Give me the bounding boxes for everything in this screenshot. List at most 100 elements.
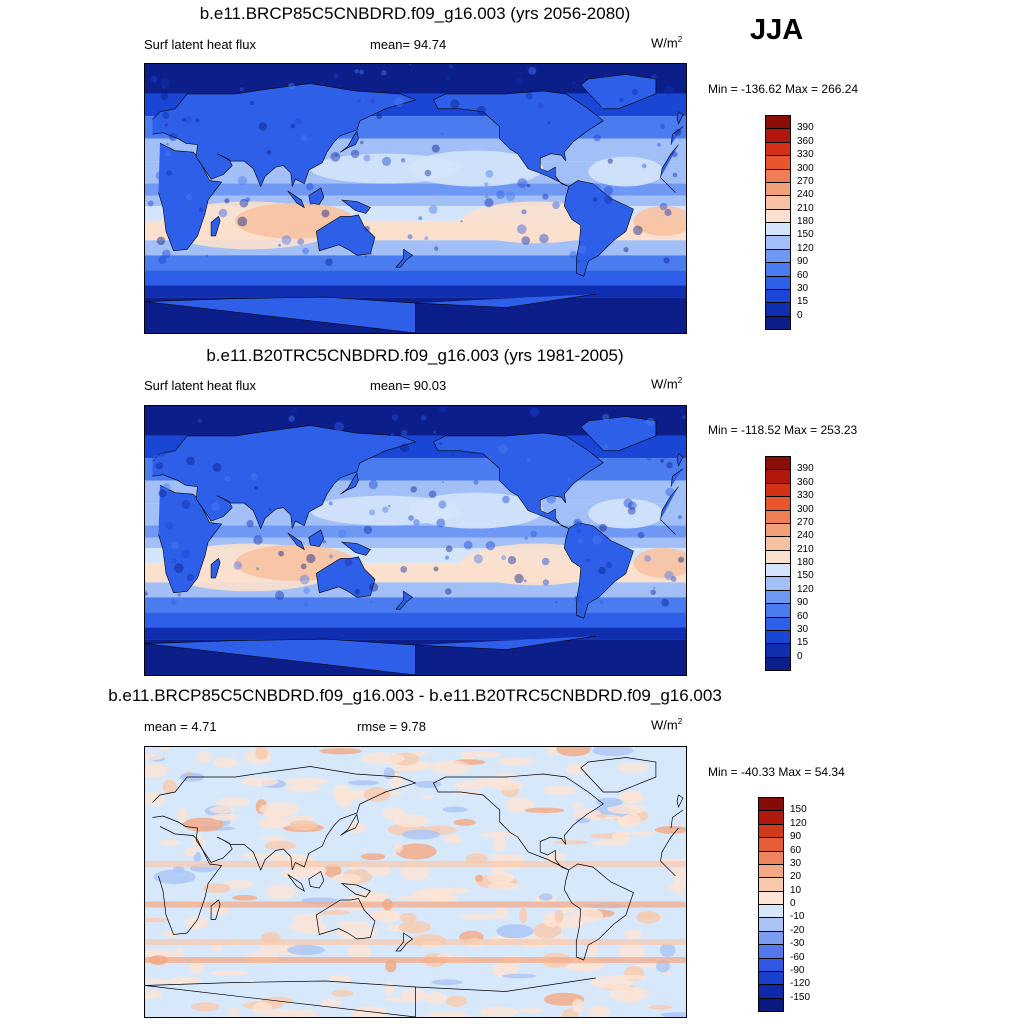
field-texture <box>297 238 305 246</box>
colorbar-tick-label: 180 <box>797 557 814 568</box>
panel-title: b.e11.B20TRC5CNBDRD.f09_g16.003 (yrs 198… <box>206 346 624 365</box>
field-texture <box>530 530 538 538</box>
coastline-0 <box>158 826 679 935</box>
diff-patch <box>533 922 562 939</box>
field-texture <box>485 170 494 178</box>
diff-patch <box>538 893 553 901</box>
field-texture <box>418 216 423 221</box>
colorbar-swatch <box>765 482 791 498</box>
field-texture <box>637 531 645 539</box>
units-text: W/m <box>651 35 678 51</box>
panel-units: W/m2 <box>651 35 682 50</box>
colorbar-tick-label: 90 <box>790 831 802 843</box>
colorbar-swatch <box>758 930 784 946</box>
field-texture <box>666 461 673 469</box>
field-texture <box>325 258 333 266</box>
field-texture <box>578 245 587 254</box>
field-texture <box>407 234 413 240</box>
field-texture <box>632 89 638 96</box>
diff-patch <box>398 921 432 934</box>
land-12 <box>676 453 684 467</box>
diff-patch <box>172 976 192 981</box>
diff-patch <box>425 893 458 904</box>
field-texture <box>546 493 556 504</box>
field-texture <box>664 570 674 581</box>
field-texture <box>233 561 243 570</box>
diff-patch <box>394 843 403 853</box>
units-superscript: 2 <box>677 717 683 726</box>
field-texture <box>158 255 167 264</box>
colorbar-tick-label: 390 <box>797 122 814 134</box>
field-texture <box>410 486 417 493</box>
colorbar-swatch <box>765 248 791 264</box>
field-texture <box>555 601 558 604</box>
land-3 <box>433 432 604 529</box>
field-texture <box>360 140 364 145</box>
field-texture <box>334 153 338 157</box>
field-texture <box>651 74 657 80</box>
field-texture <box>473 554 483 564</box>
field-texture <box>237 176 247 186</box>
field-texture <box>158 489 167 498</box>
diff-patch <box>213 757 237 768</box>
field-texture <box>281 235 292 245</box>
field-texture <box>400 158 406 163</box>
diff-patch <box>524 807 565 813</box>
colorbar-tick-label: 10 <box>790 884 802 896</box>
field-texture <box>484 198 494 208</box>
colorbar-swatch <box>765 509 791 524</box>
panel-minmax: Min = -118.52 Max = 253.23 <box>708 423 858 437</box>
field-texture <box>288 415 295 422</box>
diff-patch <box>490 780 523 791</box>
coastline-11 <box>340 813 359 836</box>
colorbar-swatch <box>758 877 784 892</box>
colorbar-tick-label: 30 <box>797 623 809 635</box>
coastline-2 <box>315 898 376 940</box>
field-texture <box>525 92 533 100</box>
field-texture <box>301 97 308 104</box>
field-texture <box>652 586 656 590</box>
diff-patch <box>672 877 686 894</box>
diff-patch <box>383 767 395 780</box>
field-texture <box>492 456 498 462</box>
field-texture <box>155 461 163 470</box>
diff-patch <box>241 777 279 787</box>
field-texture <box>399 443 410 453</box>
field-texture <box>627 501 637 510</box>
field-texture <box>644 555 651 562</box>
field-texture <box>495 406 506 413</box>
diff-patch <box>659 943 676 958</box>
field-texture <box>322 540 327 544</box>
field-texture <box>619 97 624 103</box>
field-texture <box>302 247 309 255</box>
coastline-7 <box>210 899 221 920</box>
field-texture <box>569 250 578 259</box>
diff-patch <box>596 797 623 807</box>
diff-patch <box>266 884 297 899</box>
diff-patch <box>392 814 430 828</box>
season-label: JJA <box>750 14 804 46</box>
colorbar-tick-label: 0 <box>797 650 803 662</box>
map-svg <box>145 747 686 1017</box>
field-texture <box>246 519 254 528</box>
field-texture <box>656 142 662 147</box>
field-texture <box>671 151 678 158</box>
diff-patch <box>572 808 602 822</box>
colorbar-tick-label: 270 <box>797 516 814 528</box>
colorbar-swatch <box>758 904 784 919</box>
diff-band-3 <box>145 939 686 945</box>
diff-patch <box>565 763 587 775</box>
field-texture <box>253 535 263 545</box>
field-band-10 <box>145 597 686 613</box>
field-texture <box>586 558 590 562</box>
colorbar-tick-label: 210 <box>797 543 814 555</box>
field-texture <box>514 573 524 584</box>
field-texture <box>496 190 505 199</box>
land-7 <box>210 215 221 237</box>
colorbar-swatch <box>765 168 791 183</box>
field-texture <box>577 538 584 544</box>
diff-patch <box>612 831 631 842</box>
diff-patch <box>607 804 647 814</box>
field-texture <box>444 555 450 560</box>
coastline-12 <box>676 794 684 809</box>
